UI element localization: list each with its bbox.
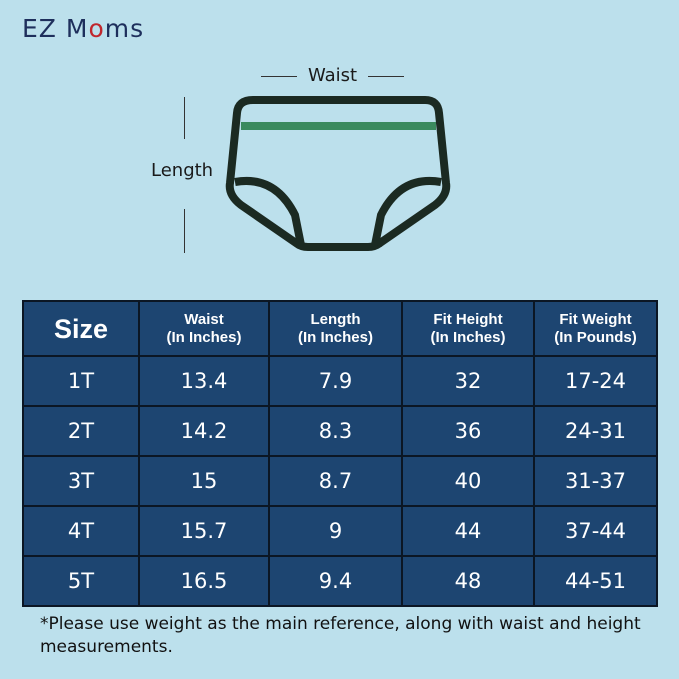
waist-line-right — [368, 76, 404, 77]
header-waist: Waist (In Inches) — [138, 300, 270, 357]
cell-length: 7.9 — [268, 355, 403, 407]
cell-fit-height: 32 — [401, 355, 535, 407]
table-row: 3T 15 8.7 40 31-37 — [22, 455, 658, 507]
header-fit-height: Fit Height (In Inches) — [401, 300, 535, 357]
cell-fit-height: 40 — [401, 455, 535, 507]
cell-length: 9 — [268, 505, 403, 557]
cell-fit-weight: 31-37 — [533, 455, 658, 507]
cell-size: 4T — [22, 505, 140, 557]
size-chart-table: Size Waist (In Inches) Length (In Inches) … — [22, 300, 658, 607]
cell-waist: 13.4 — [138, 355, 270, 407]
cell-waist: 14.2 — [138, 405, 270, 457]
length-label: Length — [151, 160, 214, 181]
table-row: 2T 14.2 8.3 36 24-31 — [22, 405, 658, 457]
cell-fit-height: 44 — [401, 505, 535, 557]
table-row: 1T 13.4 7.9 32 17-24 — [22, 355, 658, 407]
cell-fit-weight: 37-44 — [533, 505, 658, 557]
waist-line-left — [261, 76, 297, 77]
cell-size: 2T — [22, 405, 140, 457]
cell-waist: 16.5 — [138, 555, 270, 607]
cell-waist: 15.7 — [138, 505, 270, 557]
header-fit-weight: Fit Weight (In Pounds) — [533, 300, 658, 357]
cell-fit-height: 48 — [401, 555, 535, 607]
table-row: 5T 16.5 9.4 48 44-51 — [22, 555, 658, 607]
length-line-bottom — [184, 209, 185, 253]
cell-size: 3T — [22, 455, 140, 507]
cell-length: 8.3 — [268, 405, 403, 457]
header-size: Size — [22, 300, 140, 357]
cell-size: 1T — [22, 355, 140, 407]
underwear-diagram — [225, 96, 451, 251]
cell-length: 8.7 — [268, 455, 403, 507]
table-row: 4T 15.7 9 44 37-44 — [22, 505, 658, 557]
brand-logo: EZ Moms — [22, 14, 145, 43]
cell-length: 9.4 — [268, 555, 403, 607]
table-header-row: Size Waist (In Inches) Length (In Inches) … — [22, 300, 658, 357]
cell-size: 5T — [22, 555, 140, 607]
cell-fit-weight: 24-31 — [533, 405, 658, 457]
header-length: Length (In Inches) — [268, 300, 403, 357]
cell-waist: 15 — [138, 455, 270, 507]
cell-fit-weight: 44-51 — [533, 555, 658, 607]
waist-label: Waist — [308, 65, 358, 86]
cell-fit-height: 36 — [401, 405, 535, 457]
cell-fit-weight: 17-24 — [533, 355, 658, 407]
footnote: *Please use weight as the main reference… — [40, 614, 641, 657]
length-line-top — [184, 97, 185, 139]
